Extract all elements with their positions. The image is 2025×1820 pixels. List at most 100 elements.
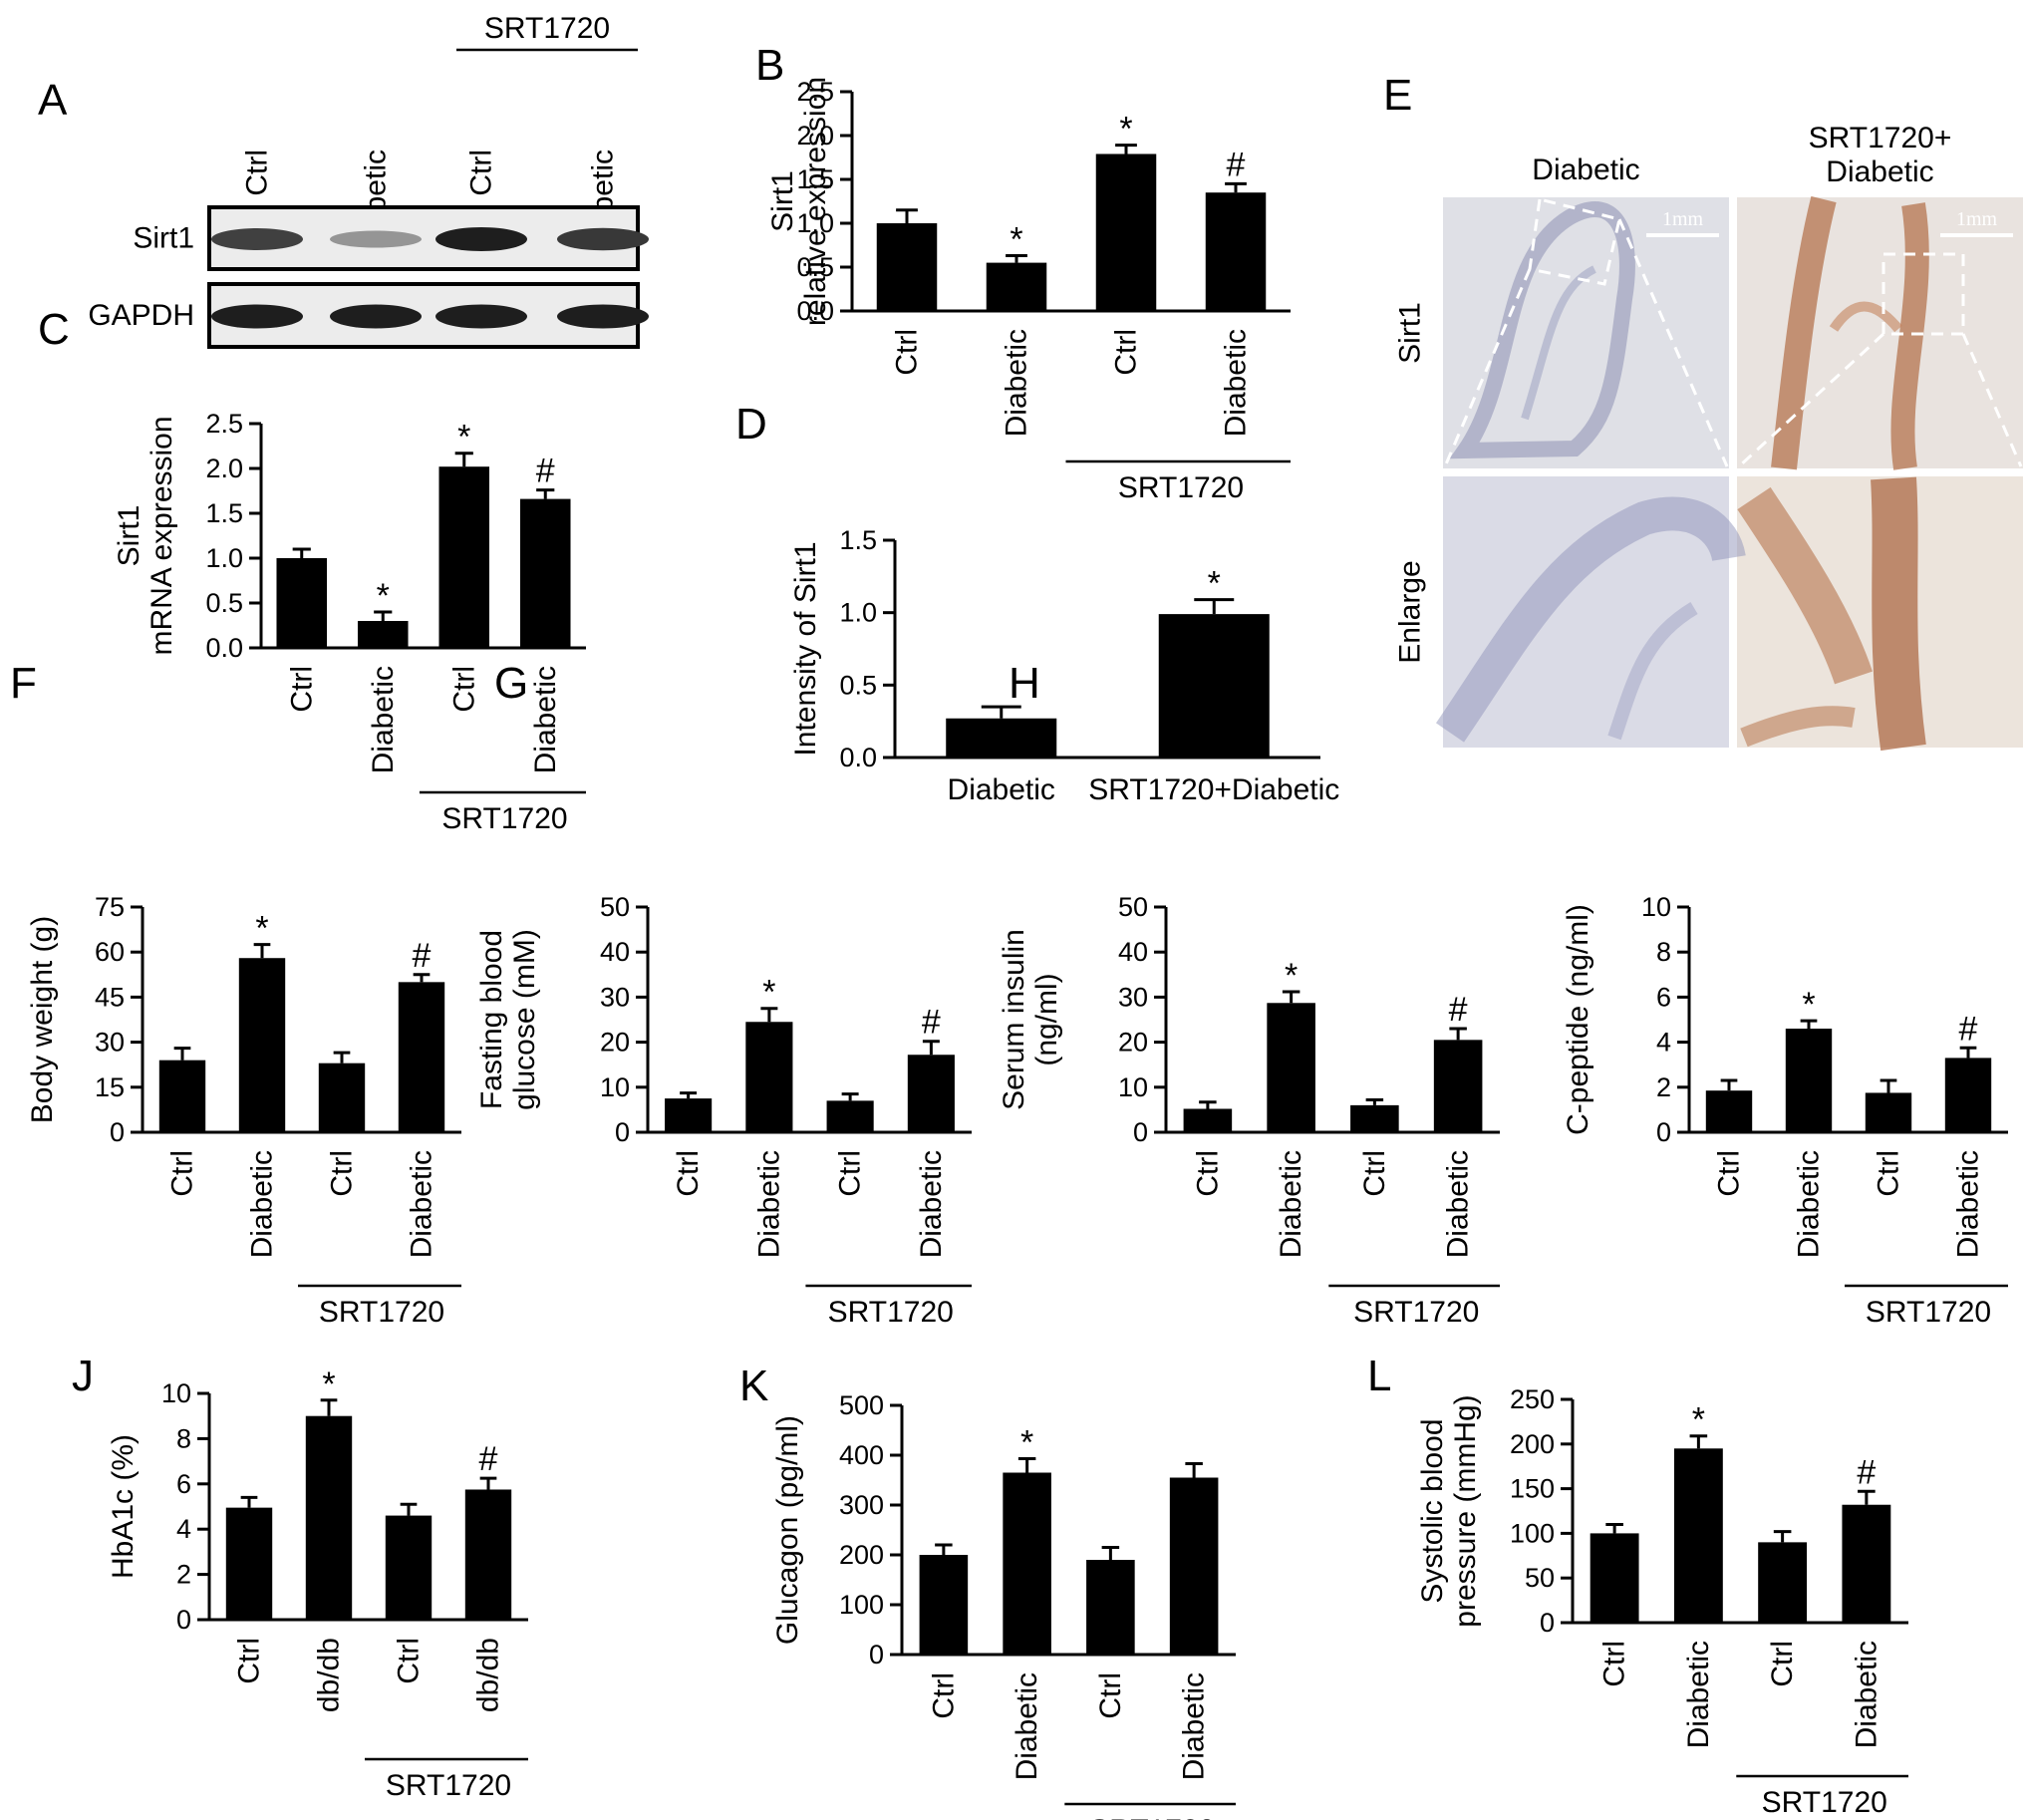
y-tick-label: 20 [600, 1028, 630, 1058]
histology-row-label: Enlarge [1394, 560, 1427, 663]
x-category-label: Ctrl [1191, 1150, 1224, 1197]
x-category-label: Diabetic [246, 1150, 279, 1258]
panel-letter-d: D [735, 400, 767, 449]
zoom-region [1881, 252, 1965, 336]
significance-mark: # [922, 1004, 941, 1042]
y-tick-label: 2.0 [205, 454, 243, 483]
histology-column-label: Diabetic [1826, 155, 1933, 188]
group-label: SRT1720 [1089, 1814, 1215, 1820]
panel-letter-g: G [494, 659, 528, 708]
y-tick-label: 40 [1118, 937, 1148, 967]
x-category-label: Diabetic [948, 773, 1055, 806]
bar [907, 1055, 955, 1132]
bar [276, 558, 328, 648]
panel-letter-h: H [1009, 659, 1040, 708]
blot-lane-label: Ctrl [241, 150, 274, 196]
blot-band [557, 304, 649, 329]
y-tick-label: 150 [1510, 1474, 1555, 1504]
y-tick-label: 400 [839, 1440, 884, 1470]
y-tick-label: 1.5 [839, 525, 877, 555]
group-label: SRT1720 [1353, 1296, 1479, 1329]
bar [745, 1022, 793, 1132]
tissue-section [1435, 496, 1746, 743]
bar [1590, 1533, 1639, 1623]
y-tick-label: 10 [161, 1378, 191, 1408]
bar-chart-g: 0 10 20 30 40 50 Fasting blood glucose (mM) Ctrl… [475, 892, 972, 1329]
bar [398, 982, 445, 1132]
group-label: SRT1720 [1118, 471, 1244, 504]
y-tick-label: 0.0 [796, 296, 834, 326]
y-tick-label: 0 [1540, 1608, 1555, 1638]
tissue-section [1771, 195, 1837, 470]
y-tick-label: 4 [176, 1514, 191, 1544]
y-axis-title: Sirt1 [113, 505, 145, 567]
y-tick-label: 10 [1641, 892, 1671, 922]
zoom-region [1528, 197, 1621, 286]
bar [158, 1060, 206, 1132]
bar [1169, 1477, 1219, 1655]
y-axis-title: Sirt1 [766, 170, 799, 232]
tissue-section [1737, 486, 1873, 685]
bar [1944, 1058, 1992, 1132]
bar-chart-j: 0 2 4 6 8 10 HbA1c (%) Ctrl * db/db Ctrl # db/db SRT1… [107, 1365, 528, 1802]
tissue-section [1521, 265, 1596, 421]
y-tick-label: 2.5 [796, 77, 834, 107]
micrograph-tile [1443, 197, 1729, 468]
bar [1205, 192, 1267, 311]
y-tick-label: 30 [1118, 982, 1148, 1012]
y-tick-label: 1.0 [839, 598, 877, 628]
bar [238, 958, 286, 1132]
y-tick-label: 45 [95, 982, 125, 1012]
bar [1673, 1448, 1723, 1623]
y-tick-label: 100 [839, 1590, 884, 1620]
blot-band [211, 304, 303, 329]
significance-mark: # [1959, 1010, 1978, 1048]
histology-column-label: SRT1720+ [1809, 122, 1952, 154]
x-category-label: Ctrl [672, 1150, 705, 1197]
x-category-label: Diabetic [406, 1150, 438, 1258]
y-axis-title: Intensity of Sirt1 [789, 541, 822, 756]
blot-group-label: SRT1720 [484, 12, 610, 45]
y-tick-label: 75 [95, 892, 125, 922]
bar [1267, 1003, 1315, 1132]
significance-mark: # [1227, 146, 1246, 183]
y-tick-label: 30 [600, 982, 630, 1012]
x-category-label: Diabetic [1793, 1150, 1826, 1258]
y-tick-label: 2.0 [796, 121, 834, 151]
group-label: SRT1720 [1866, 1296, 1991, 1329]
significance-mark: * [1802, 986, 1815, 1024]
group-label: SRT1720 [441, 802, 567, 835]
blot-band [435, 227, 527, 251]
bar [946, 718, 1057, 758]
x-category-label: db/db [472, 1638, 505, 1712]
y-axis-title: mRNA expression [145, 416, 178, 655]
blot-band [330, 230, 422, 248]
y-tick-label: 0 [869, 1640, 884, 1669]
bar [385, 1515, 433, 1620]
y-tick-label: 0.5 [796, 252, 834, 282]
significance-mark: * [322, 1365, 335, 1403]
blot-band [330, 304, 422, 329]
zoom-guide [1443, 268, 1532, 467]
x-category-label: Diabetic [1011, 1672, 1043, 1780]
zoom-guide [1737, 332, 1885, 468]
x-category-label: Ctrl [1598, 1641, 1631, 1687]
blot-lane-label: Ctrl [465, 150, 498, 196]
zoom-guide [1961, 333, 2023, 467]
tissue-section [1890, 202, 1929, 470]
significance-mark: # [413, 937, 432, 975]
y-axis-title: (ng/ml) [1030, 973, 1063, 1065]
significance-mark: # [479, 1440, 498, 1478]
x-category-label: Diabetic [1442, 1150, 1475, 1258]
bar [1433, 1040, 1483, 1132]
significance-mark: # [536, 453, 555, 490]
y-axis-title: Systolic blood [1416, 1418, 1449, 1603]
significance-mark: * [377, 577, 390, 615]
y-tick-label: 2.5 [205, 409, 243, 439]
bar [665, 1098, 713, 1132]
bar [357, 621, 409, 648]
panel-letter-j: J [72, 1352, 94, 1400]
y-axis-title: relative expression [799, 77, 832, 326]
y-tick-label: 1.0 [205, 543, 243, 573]
bar-chart-b: 0.0 0.5 1.0 1.5 2.0 2.5 Sirt1 relative expressi… [766, 77, 1291, 504]
